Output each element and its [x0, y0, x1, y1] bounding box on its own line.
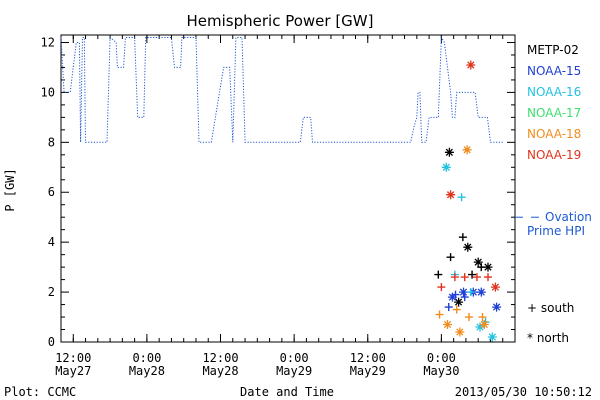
north-marker: [473, 257, 483, 267]
series-noaa-19: [437, 60, 500, 292]
y-tick-label: 8: [48, 135, 55, 149]
south-marker: [444, 303, 453, 312]
north-marker: [446, 190, 456, 200]
south-marker: [450, 273, 459, 282]
north-marker: [462, 145, 472, 155]
south-marker: [466, 288, 475, 297]
legend-item: NOAA-17: [527, 106, 581, 120]
north-marker: [447, 292, 457, 302]
legend-item: NOAA-19: [527, 148, 581, 162]
plot-frame: [60, 34, 516, 343]
x-tick-date: May30: [423, 364, 459, 378]
south-marker: [437, 283, 446, 292]
series-noaa-16: [441, 162, 497, 342]
x-tick-time: 0:00: [280, 351, 309, 365]
x-tick-date: May29: [350, 364, 386, 378]
y-tick-label: 2: [48, 285, 55, 299]
chart-title: Hemispheric Power [GW]: [187, 12, 374, 30]
north-marker: [483, 262, 493, 272]
y-axis-label: P [GW]: [3, 168, 17, 211]
south-marker: [446, 253, 455, 262]
south-marker: [460, 273, 469, 282]
north-marker: [466, 60, 476, 70]
legend-north: * north: [527, 331, 569, 345]
x-tick-time: 0:00: [132, 351, 161, 365]
y-tick-label: 6: [48, 185, 55, 199]
legend-item: NOAA-16: [527, 85, 581, 99]
x-tick-date: May27: [55, 364, 91, 378]
x-tick-date: May29: [276, 364, 312, 378]
y-tick-label: 10: [41, 85, 55, 99]
ovation-hpi-line: [60, 35, 503, 143]
series-noaa-15: [444, 287, 502, 312]
north-marker: [487, 332, 497, 342]
south-marker: [472, 273, 481, 282]
north-marker: [490, 282, 500, 292]
y-tick-label: 4: [48, 235, 55, 249]
north-marker: [459, 287, 468, 297]
x-tick-time: 12:00: [55, 351, 91, 365]
series-noaa-18: [435, 145, 489, 337]
legend-south: + south: [527, 301, 574, 315]
x-tick-date: May28: [202, 364, 238, 378]
south-marker: [452, 305, 461, 314]
legend-item: METP-02: [527, 43, 579, 57]
footer-right: 2013/05/30 10:50:12: [455, 385, 592, 399]
north-marker: [476, 287, 486, 297]
x-tick-time: 0:00: [427, 351, 456, 365]
x-tick-time: 12:00: [350, 351, 386, 365]
south-marker: [457, 193, 466, 202]
y-tick-label: 12: [41, 35, 55, 49]
x-tick-time: 12:00: [202, 351, 238, 365]
x-tick-date: May28: [129, 364, 165, 378]
south-marker: [468, 270, 477, 279]
x-axis: 12:00May270:00May2812:00May280:00May2912…: [55, 35, 516, 378]
north-marker: [443, 320, 452, 329]
north-marker: [479, 320, 489, 329]
south-marker: [458, 233, 467, 242]
south-marker: [460, 293, 469, 302]
north-marker: [492, 302, 502, 312]
ovation-legend-label: Ovation: [545, 210, 592, 224]
south-marker: [478, 313, 487, 322]
north-marker: [475, 322, 485, 332]
ovation-legend-label2: Prime HPI: [527, 224, 585, 238]
south-marker: [435, 310, 444, 319]
footer-left: Plot: CCMC: [4, 385, 76, 399]
y-axis: 0 2 4 6 8 10 12: [41, 35, 515, 349]
legend-item: NOAA-18: [527, 127, 581, 141]
north-marker: [441, 162, 451, 172]
north-marker: [454, 297, 464, 307]
series-layer: [60, 35, 503, 342]
north-marker: [444, 147, 454, 157]
legend-item: NOAA-15: [527, 64, 581, 78]
north-marker: [455, 327, 465, 337]
south-marker: [484, 273, 493, 282]
north-marker: [463, 242, 473, 252]
legend: METP-02 NOAA-15 NOAA-16 NOAA-17 NOAA-18 NOAA-…: [515, 43, 592, 345]
south-marker: [434, 270, 443, 279]
south-marker: [464, 313, 473, 322]
x-axis-label: Date and Time: [240, 385, 334, 399]
y-tick-label: 0: [48, 335, 55, 349]
series-metp-02: [434, 147, 493, 307]
